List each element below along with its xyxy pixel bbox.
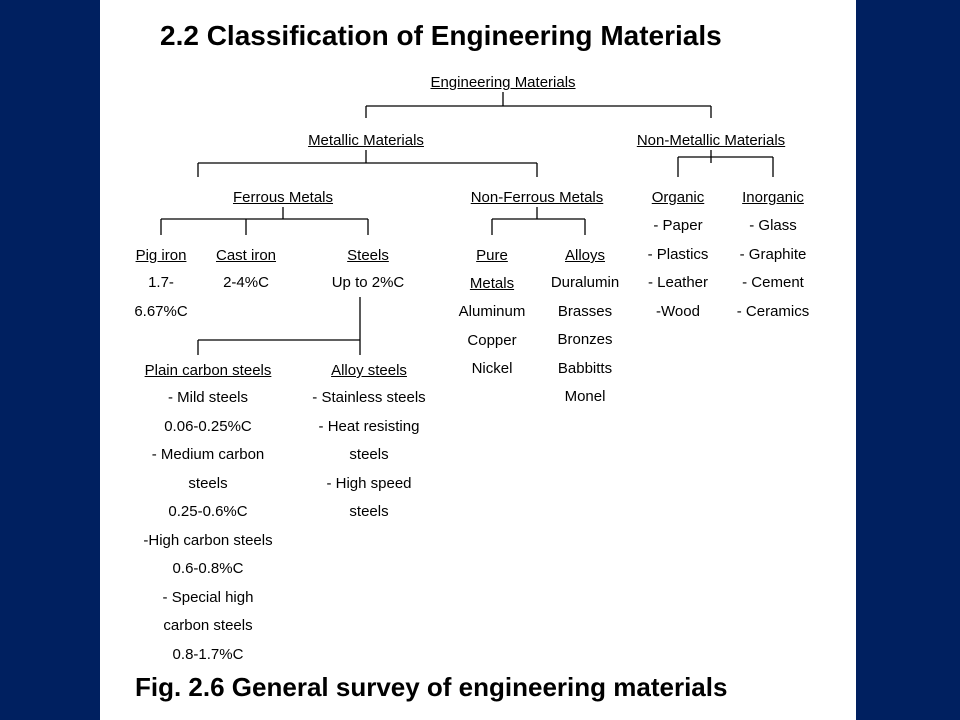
list-item: - Special high bbox=[162, 588, 254, 606]
list-item: - Ceramics bbox=[736, 302, 810, 320]
list-item: carbon steels bbox=[163, 617, 253, 634]
list-item: steels bbox=[188, 474, 228, 492]
list-item: -Wood bbox=[656, 302, 700, 320]
list-steels: Up to 2%C bbox=[332, 269, 405, 298]
list-item: 0.8-1.7%C bbox=[172, 645, 244, 663]
list-plain-carbon-steels: - Mild steels 0.06-0.25%C - Medium carbon s… bbox=[143, 384, 272, 669]
list-pig-iron: 1.7- 6.67%C bbox=[134, 269, 187, 326]
node-organic: Organic bbox=[651, 189, 705, 206]
slide: 2.2 Classification of Engineering Materi… bbox=[100, 0, 856, 720]
list-organic: - Paper - Plastics - Leather -Wood bbox=[648, 212, 709, 326]
list-item: Bronzes bbox=[557, 331, 613, 348]
list-item: - Heat resisting bbox=[318, 417, 420, 435]
node-ferrous-metals: Ferrous Metals bbox=[232, 189, 334, 206]
list-item: - Medium carbon bbox=[151, 446, 265, 463]
list-item: Brasses bbox=[557, 302, 613, 320]
node-alloy-steels: Alloy steels bbox=[331, 362, 407, 379]
list-item: - Glass bbox=[749, 217, 797, 234]
list-item: - Stainless steels bbox=[312, 389, 426, 406]
list-cast-iron: 2-4%C bbox=[223, 269, 269, 298]
list-item: - Paper bbox=[653, 217, 703, 234]
list-item: - Mild steels bbox=[167, 389, 249, 406]
list-item: steels bbox=[349, 503, 389, 520]
list-item: Duralumin bbox=[550, 274, 620, 291]
list-item: Copper bbox=[467, 331, 517, 349]
list-pure-metals: Aluminum Copper Nickel bbox=[459, 298, 526, 384]
list-item: Aluminum bbox=[458, 303, 526, 320]
node-non-metallic-materials: Non-Metallic Materials bbox=[636, 132, 786, 149]
slide-title: 2.2 Classification of Engineering Materi… bbox=[160, 20, 722, 51]
list-item: - Graphite bbox=[739, 245, 807, 263]
figure-caption: Fig. 2.6 General survey of engineering m… bbox=[135, 672, 728, 702]
node-inorganic: Inorganic bbox=[742, 189, 804, 206]
list-item: - Cement bbox=[742, 274, 804, 291]
node-pig-iron: Pig iron bbox=[135, 247, 187, 264]
list-item: 0.6-0.8%C bbox=[172, 560, 244, 577]
list-item: 0.25-0.6%C bbox=[168, 503, 248, 520]
list-inorganic: - Glass - Graphite - Cement - Ceramics bbox=[737, 212, 810, 326]
list-item: - Plastics bbox=[647, 245, 709, 263]
list-item: 0.06-0.25%C bbox=[164, 417, 252, 435]
list-item: Nickel bbox=[471, 360, 513, 377]
list-item: Babbitts bbox=[557, 359, 613, 377]
list-item: - Leather bbox=[647, 274, 709, 291]
node-metallic-materials: Metallic Materials bbox=[308, 132, 424, 149]
node-engineering-materials: Engineering Materials bbox=[430, 74, 576, 91]
list-item: 2-4%C bbox=[223, 274, 269, 291]
node-non-ferrous-metals: Non-Ferrous Metals bbox=[470, 189, 604, 206]
list-alloys: Duralumin Brasses Bronzes Babbitts Monel bbox=[551, 269, 619, 412]
list-item: 6.67%C bbox=[134, 302, 188, 320]
list-item: Up to 2%C bbox=[331, 274, 405, 291]
node-alloys: Alloys bbox=[564, 247, 606, 264]
node-pure-metals-label: Metals bbox=[469, 275, 515, 292]
list-item: - High speed bbox=[326, 474, 412, 492]
list-item: 1.7- bbox=[148, 274, 174, 291]
list-alloy-steels: - Stainless steels - Heat resisting steels… bbox=[312, 384, 425, 527]
node-pure: Pure bbox=[476, 247, 508, 264]
list-item: steels bbox=[349, 446, 389, 463]
node-steels: Steels bbox=[347, 247, 389, 264]
list-item: -High carbon steels bbox=[143, 531, 273, 549]
node-plain-carbon-steels: Plain carbon steels bbox=[144, 362, 272, 379]
tree-connectors bbox=[160, 92, 774, 355]
node-cast-iron: Cast iron bbox=[215, 247, 277, 264]
list-item: Monel bbox=[564, 388, 606, 405]
